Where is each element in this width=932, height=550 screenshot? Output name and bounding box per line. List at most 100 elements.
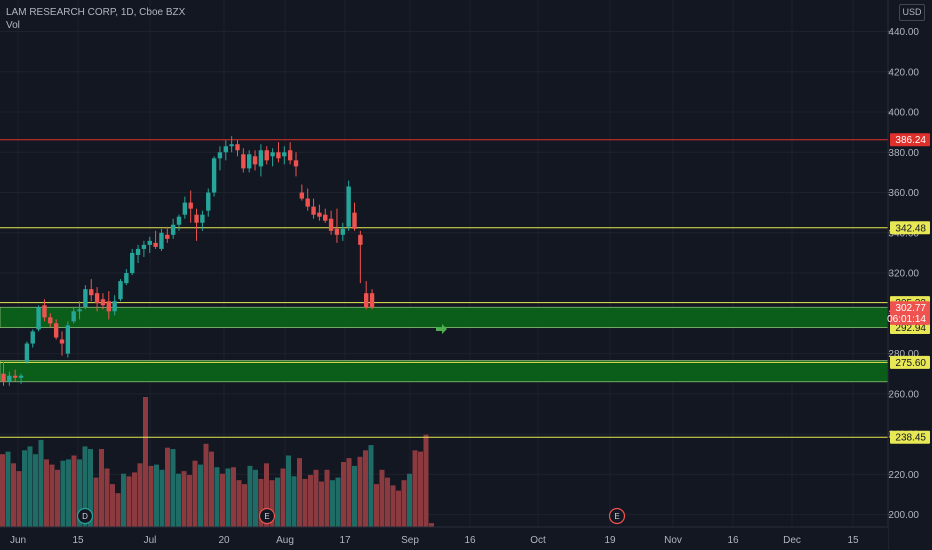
candle[interactable] xyxy=(1,361,6,386)
candle-body xyxy=(317,212,322,217)
candle[interactable] xyxy=(24,341,30,364)
candle[interactable] xyxy=(305,188,310,211)
level-price-tag[interactable]: 238.45 xyxy=(890,430,930,444)
candle-body xyxy=(334,228,340,235)
candle[interactable] xyxy=(334,208,340,243)
time-axis-panel[interactable] xyxy=(0,527,888,550)
candle[interactable] xyxy=(323,208,328,223)
candle[interactable] xyxy=(94,287,100,312)
time-tick-label: Nov xyxy=(664,535,682,546)
candle[interactable] xyxy=(59,331,65,356)
volume-bar xyxy=(214,467,220,527)
candle[interactable] xyxy=(159,228,164,251)
candle[interactable] xyxy=(30,329,35,348)
candle-body xyxy=(48,317,53,324)
candle[interactable] xyxy=(13,369,18,382)
candle[interactable] xyxy=(18,373,24,384)
level-price-tag[interactable]: 342.48 xyxy=(890,221,930,235)
candle[interactable] xyxy=(194,208,199,241)
candle[interactable] xyxy=(252,150,258,171)
candle[interactable] xyxy=(165,226,170,243)
candle[interactable] xyxy=(7,371,12,386)
volume-bar xyxy=(22,450,27,527)
candle[interactable] xyxy=(317,204,322,221)
candle[interactable] xyxy=(229,136,234,153)
candle[interactable] xyxy=(182,196,188,219)
candle[interactable] xyxy=(346,180,351,231)
candle[interactable] xyxy=(282,146,287,165)
support-zone[interactable] xyxy=(0,360,889,383)
candle[interactable] xyxy=(135,244,141,263)
candle[interactable] xyxy=(100,293,106,310)
candle[interactable] xyxy=(311,198,316,219)
candle[interactable] xyxy=(77,301,82,320)
currency-button[interactable]: USD xyxy=(899,4,925,21)
candle[interactable] xyxy=(188,190,193,223)
volume-bar xyxy=(396,490,401,527)
volume-bar xyxy=(280,468,286,527)
candle-body xyxy=(36,307,41,330)
candle[interactable] xyxy=(211,156,217,197)
candle[interactable] xyxy=(352,202,357,231)
candle[interactable] xyxy=(247,150,252,173)
candle[interactable] xyxy=(118,279,123,302)
candle[interactable] xyxy=(270,148,275,167)
candle[interactable] xyxy=(206,188,211,217)
candle[interactable] xyxy=(264,146,269,165)
candle[interactable] xyxy=(141,240,147,257)
candle[interactable] xyxy=(130,248,135,276)
candle[interactable] xyxy=(170,218,176,239)
candle[interactable] xyxy=(217,146,223,171)
dividend-marker[interactable]: D xyxy=(76,507,94,525)
candle[interactable] xyxy=(42,299,47,322)
volume-bar xyxy=(352,465,357,527)
candle[interactable] xyxy=(258,144,264,177)
current-price-tag-text: 06:01:14 xyxy=(887,314,926,325)
candle-body xyxy=(42,305,47,318)
candle[interactable] xyxy=(287,142,293,165)
candle[interactable] xyxy=(299,184,305,201)
current-price-tag[interactable]: 302.77 xyxy=(890,301,930,315)
candle[interactable] xyxy=(147,236,152,253)
candle[interactable] xyxy=(124,269,129,286)
candle[interactable] xyxy=(200,210,205,231)
candle[interactable] xyxy=(276,142,281,163)
candle[interactable] xyxy=(65,321,71,358)
candle[interactable] xyxy=(153,230,158,249)
candle[interactable] xyxy=(106,291,111,320)
symbol-title[interactable]: LAM RESEARCH CORP, 1D, Cboe BZX xyxy=(6,7,186,18)
candle[interactable] xyxy=(71,307,76,324)
candle[interactable] xyxy=(241,148,246,173)
candle[interactable] xyxy=(112,295,117,316)
volume-bar xyxy=(297,458,302,527)
time-tick-label: 17 xyxy=(339,535,351,546)
candle[interactable] xyxy=(89,279,94,302)
candle[interactable] xyxy=(176,214,182,231)
current-price-tag[interactable]: 06:01:14 xyxy=(887,311,930,325)
volume-indicator-label[interactable]: Vol xyxy=(6,20,20,31)
candle[interactable] xyxy=(340,222,345,241)
candle[interactable] xyxy=(358,230,363,284)
volume-bar xyxy=(148,465,154,527)
candle[interactable] xyxy=(223,140,228,161)
candle[interactable] xyxy=(235,140,240,157)
volume-bar xyxy=(143,397,148,527)
candle[interactable] xyxy=(364,281,369,310)
price-axis-panel[interactable] xyxy=(888,0,932,550)
candle[interactable] xyxy=(293,152,299,177)
earnings-marker[interactable]: E xyxy=(258,507,276,525)
candle[interactable] xyxy=(36,305,41,332)
earnings-marker[interactable]: E xyxy=(608,507,626,525)
candle[interactable] xyxy=(83,285,88,310)
level-price-tag[interactable]: 275.60 xyxy=(890,355,930,369)
candle[interactable] xyxy=(48,313,53,328)
volume-bar xyxy=(99,449,104,527)
candle[interactable] xyxy=(328,210,334,235)
candle[interactable] xyxy=(369,289,375,310)
price-tick-label: 220.00 xyxy=(888,470,919,481)
price-tick-label: 200.00 xyxy=(888,510,919,521)
candle[interactable] xyxy=(53,319,59,340)
level-price-tag[interactable]: 386.24 xyxy=(890,133,930,147)
support-zone[interactable] xyxy=(0,306,889,328)
